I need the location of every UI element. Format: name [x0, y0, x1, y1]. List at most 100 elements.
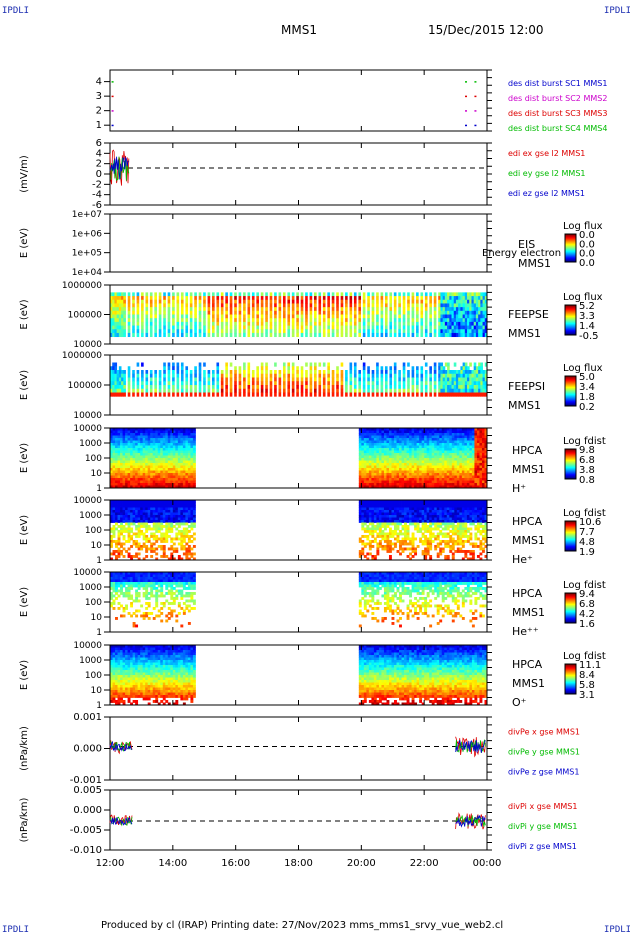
spectro-cell — [437, 431, 440, 434]
spectro-cell — [265, 366, 268, 370]
spectro-cell — [403, 307, 406, 311]
spectro-cell — [403, 315, 406, 319]
spectro-cell — [363, 329, 366, 333]
spectro-cell — [381, 296, 384, 300]
y-tick-label: 1e+04 — [72, 268, 103, 278]
spectro-cell — [155, 505, 158, 508]
spectro-cell — [165, 451, 168, 454]
spectro-cell — [464, 476, 467, 479]
spectro-cell — [432, 456, 435, 459]
spectro-cell — [145, 326, 148, 330]
spectro-cell — [221, 303, 224, 307]
y-tick-label: 1000 — [79, 439, 102, 449]
spectro-cell — [190, 453, 193, 456]
spectro-cell — [153, 513, 156, 516]
spectro-cell — [412, 322, 415, 326]
spectro-cell — [185, 300, 188, 304]
spectro-cell — [464, 481, 467, 484]
spectro-cell — [477, 481, 480, 484]
spectro-cell — [261, 303, 264, 307]
spectro-cell — [155, 481, 158, 484]
spectro-cell — [265, 381, 268, 385]
spectro-cell — [168, 473, 171, 476]
spectro-cell — [153, 463, 156, 466]
spectro-cell — [123, 370, 126, 374]
spectro-cell — [462, 453, 465, 456]
spectro-cell — [193, 446, 196, 449]
spectro-cell — [404, 441, 407, 444]
spectro-cell — [160, 463, 163, 466]
spectro-cell — [158, 483, 161, 486]
spectro-cell — [160, 508, 163, 511]
spectro-cell — [399, 451, 402, 454]
spectro-cell — [394, 311, 397, 315]
spectro-cell — [140, 518, 143, 521]
spectro-cell — [180, 463, 183, 466]
spectro-cell — [163, 478, 166, 481]
spectro-cell — [389, 448, 392, 451]
spectro-cell — [180, 510, 183, 513]
spectro-cell — [261, 292, 264, 296]
spectro-cell — [354, 363, 357, 367]
spectro-cell — [165, 528, 168, 531]
spectro-cell — [194, 326, 197, 330]
spectro-cell — [472, 453, 475, 456]
spectro-cell — [374, 471, 377, 474]
spectro-cell — [125, 458, 128, 461]
spectro-cell — [452, 471, 455, 474]
spectro-cell — [155, 448, 158, 451]
spectro-cell — [160, 555, 163, 558]
spectro-cell — [148, 505, 151, 508]
spectro-cell — [128, 525, 131, 528]
spectro-cell — [358, 307, 361, 311]
spectro-cell — [449, 476, 452, 479]
spectro-cell — [132, 311, 135, 315]
spectro-cell — [247, 363, 250, 367]
spectro-cell — [145, 481, 148, 484]
spectro-cell — [203, 381, 206, 385]
spectro-cell — [173, 505, 176, 508]
spectro-cell — [371, 473, 374, 476]
spectro-cell — [454, 441, 457, 444]
spectro-cell — [381, 307, 384, 311]
spectro-cell — [416, 326, 419, 330]
spectro-cell — [394, 393, 397, 397]
spectro-cell — [138, 520, 141, 523]
legend-entry: divPe z gse MMS1 — [508, 768, 579, 777]
spectro-cell — [467, 471, 470, 474]
spectro-cell — [212, 381, 215, 385]
spectro-cell — [145, 436, 148, 439]
spectro-cell — [424, 471, 427, 474]
spectro-cell — [123, 443, 126, 446]
spectro-cell — [332, 311, 335, 315]
spectro-cell — [358, 389, 361, 393]
spectro-cell — [252, 385, 255, 389]
spectro-cell — [172, 370, 175, 374]
spectro-cell — [128, 292, 131, 296]
spectro-cell — [414, 468, 417, 471]
spectro-cell — [429, 451, 432, 454]
spectro-cell — [130, 473, 133, 476]
spectro-cell — [138, 518, 141, 521]
spectro-cell — [412, 318, 415, 322]
y-tick-label: 10000 — [73, 424, 102, 434]
spectro-cell — [422, 468, 425, 471]
spectro-cell — [212, 326, 215, 330]
spectro-cell — [163, 389, 166, 393]
spectro-cell — [345, 370, 348, 374]
spectro-cell — [358, 385, 361, 389]
spectro-cell — [118, 540, 121, 543]
spectro-cell — [221, 381, 224, 385]
spectro-cell — [414, 456, 417, 459]
spectro-cell — [477, 471, 480, 474]
spectro-cell — [155, 458, 158, 461]
spectro-cell — [439, 441, 442, 444]
spectro-cell — [427, 433, 430, 436]
spectro-cell — [261, 311, 264, 315]
spectro-cell — [128, 505, 131, 508]
spectrogram — [110, 292, 487, 337]
spectro-cell — [170, 436, 173, 439]
spectro-cell — [376, 315, 379, 319]
spectro-cell — [115, 555, 118, 558]
spectro-cell — [148, 538, 151, 541]
